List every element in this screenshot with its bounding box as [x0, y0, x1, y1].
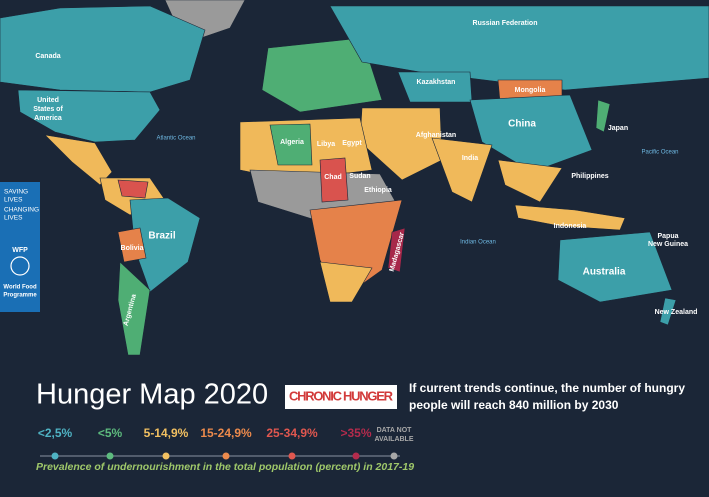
canada — [0, 5, 206, 93]
legend-label: 5-14,9% — [144, 426, 189, 440]
country-label: Japan — [608, 125, 628, 132]
legend-swatch — [288, 452, 296, 460]
venezuela — [117, 179, 149, 199]
country-label: Ethiopia — [364, 187, 392, 194]
headline: people will reach 840 million by 2030 — [409, 398, 619, 412]
legend-caption: Prevalence of undernourishment in the to… — [36, 461, 414, 473]
country-label: China — [508, 119, 536, 130]
country-label: Sudan — [349, 173, 370, 180]
legend-label: AVAILABLE — [374, 436, 413, 443]
world-map — [0, 0, 709, 356]
legend-swatch — [390, 452, 398, 460]
china — [469, 94, 593, 173]
org-name: Programme — [3, 293, 37, 299]
russia — [329, 5, 709, 91]
chad — [319, 157, 349, 203]
mexico — [44, 134, 113, 186]
japan — [595, 99, 611, 133]
ocean-label: Atlantic Ocean — [156, 136, 195, 142]
headline: If current trends continue, the number o… — [409, 381, 685, 395]
logo: WFP — [12, 247, 28, 254]
kazakhstan — [397, 71, 473, 103]
madagascar — [387, 227, 406, 273]
country-label: America — [34, 115, 62, 122]
tagline: CHANGING — [4, 207, 39, 214]
title: Hunger Map 2020 — [36, 379, 268, 411]
algeria — [269, 123, 313, 166]
new-zealand — [659, 297, 677, 326]
country-label: Indonesia — [554, 223, 587, 230]
ocean-label: Pacific Ocean — [641, 150, 678, 156]
tagline: LIVES — [4, 197, 23, 204]
country-label: Papua — [657, 233, 678, 240]
country-label: Russian Federation — [473, 20, 538, 27]
legend-label: <2,5% — [38, 426, 73, 440]
country-label: States of — [33, 106, 63, 113]
wfp-side-panel: SAVING LIVES CHANGING LIVES WFP World Fo… — [0, 182, 40, 312]
usa — [17, 89, 161, 143]
country-label: Algeria — [280, 139, 304, 146]
legend-swatch — [51, 452, 59, 460]
southeast-asia — [497, 159, 563, 203]
country-label: Afghanistan — [416, 132, 456, 139]
country-label: Libya — [317, 141, 335, 148]
org-name: World Food — [3, 285, 37, 291]
legend: Prevalence of undernourishment in the to… — [36, 426, 414, 473]
country-label: Australia — [583, 267, 626, 278]
legend-swatch — [352, 452, 360, 460]
country-label: United — [37, 97, 59, 104]
country-label: Philippines — [571, 173, 608, 180]
logo-emblem — [10, 256, 30, 276]
panel-background — [0, 182, 40, 312]
country-label: India — [462, 155, 478, 162]
badge: CHRONIC HUNGER — [289, 388, 394, 403]
legend-label: 25-34,9% — [266, 426, 318, 440]
ocean-label: Indian Ocean — [460, 240, 496, 246]
bolivia — [117, 227, 147, 263]
country-label: Egypt — [342, 140, 362, 147]
indonesia — [514, 204, 626, 231]
country-label: Canada — [35, 53, 60, 60]
country-label: New Zealand — [655, 309, 698, 316]
country-label: Mongolia — [515, 87, 546, 94]
legend-swatch — [106, 452, 114, 460]
country-label: Chad — [324, 174, 342, 181]
india — [431, 137, 493, 203]
legend-label: <5% — [98, 426, 123, 440]
country-label: Kazakhstan — [417, 79, 456, 86]
country-label: Brazil — [148, 231, 175, 242]
tagline: SAVING — [4, 189, 28, 196]
legend-label: >35% — [340, 426, 371, 440]
australia — [557, 231, 673, 303]
legend-swatch — [162, 452, 170, 460]
middle-east — [359, 107, 443, 181]
legend-swatch — [222, 452, 230, 460]
legend-label: DATA NOT — [377, 427, 413, 434]
southern-africa — [319, 261, 373, 303]
header: Hunger Map 2020 CHRONIC HUNGER If curren… — [36, 379, 685, 413]
map-labels: Canada United States of America Russian … — [33, 20, 697, 327]
country-label: Bolivia — [121, 245, 144, 252]
badge-background — [285, 385, 397, 409]
legend-label: 15-24,9% — [200, 426, 252, 440]
country-label: New Guinea — [648, 241, 688, 248]
argentina — [117, 261, 151, 356]
europe — [261, 37, 383, 113]
tagline: LIVES — [4, 215, 23, 222]
